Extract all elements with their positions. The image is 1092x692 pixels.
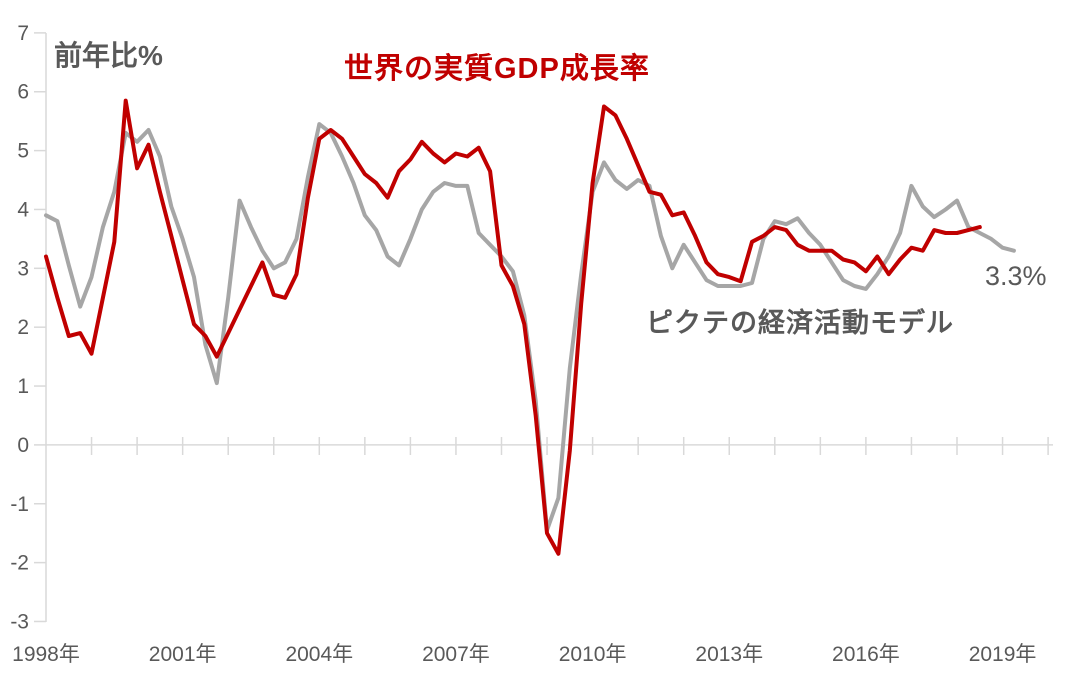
end-value-label: 3.3%	[985, 261, 1047, 291]
y-tick-label: 4	[17, 198, 29, 221]
y-tick-label: -1	[10, 493, 29, 516]
y-tick-label: 0	[17, 434, 29, 457]
x-tick-label: 2016年	[832, 643, 900, 666]
x-tick-label: 2001年	[149, 643, 217, 666]
y-axis-unit-label: 前年比%	[54, 40, 163, 71]
y-tick-label: 7	[17, 22, 29, 45]
series-line-world-gdp	[44, 98, 982, 556]
x-tick-label: 2013年	[695, 643, 763, 666]
y-tick-label: 2	[17, 316, 29, 339]
x-tick-label: 1998年	[12, 643, 80, 666]
series-label-pictet-model: ピクテの経済活動モデル	[646, 308, 954, 338]
y-tick-label: 3	[17, 257, 29, 280]
axes: 7 6 5 4 3 2 1 0 -1 -2 -3 1998年 2001年 2004年 2007年 2010年 2…	[10, 22, 1053, 666]
x-tick-label: 2010年	[559, 643, 627, 666]
x-tick-label: 2007年	[422, 643, 490, 666]
y-tick-label: -3	[10, 610, 29, 633]
y-tick-label: 6	[17, 81, 29, 104]
y-tick-label: 1	[17, 375, 29, 398]
x-tick-label: 2004年	[285, 643, 353, 666]
y-tick-label: -2	[10, 552, 29, 575]
y-tick-label: 5	[17, 140, 29, 163]
x-tick-label: 2019年	[969, 643, 1037, 666]
chart-title: 世界の実質GDP成長率	[344, 53, 650, 85]
